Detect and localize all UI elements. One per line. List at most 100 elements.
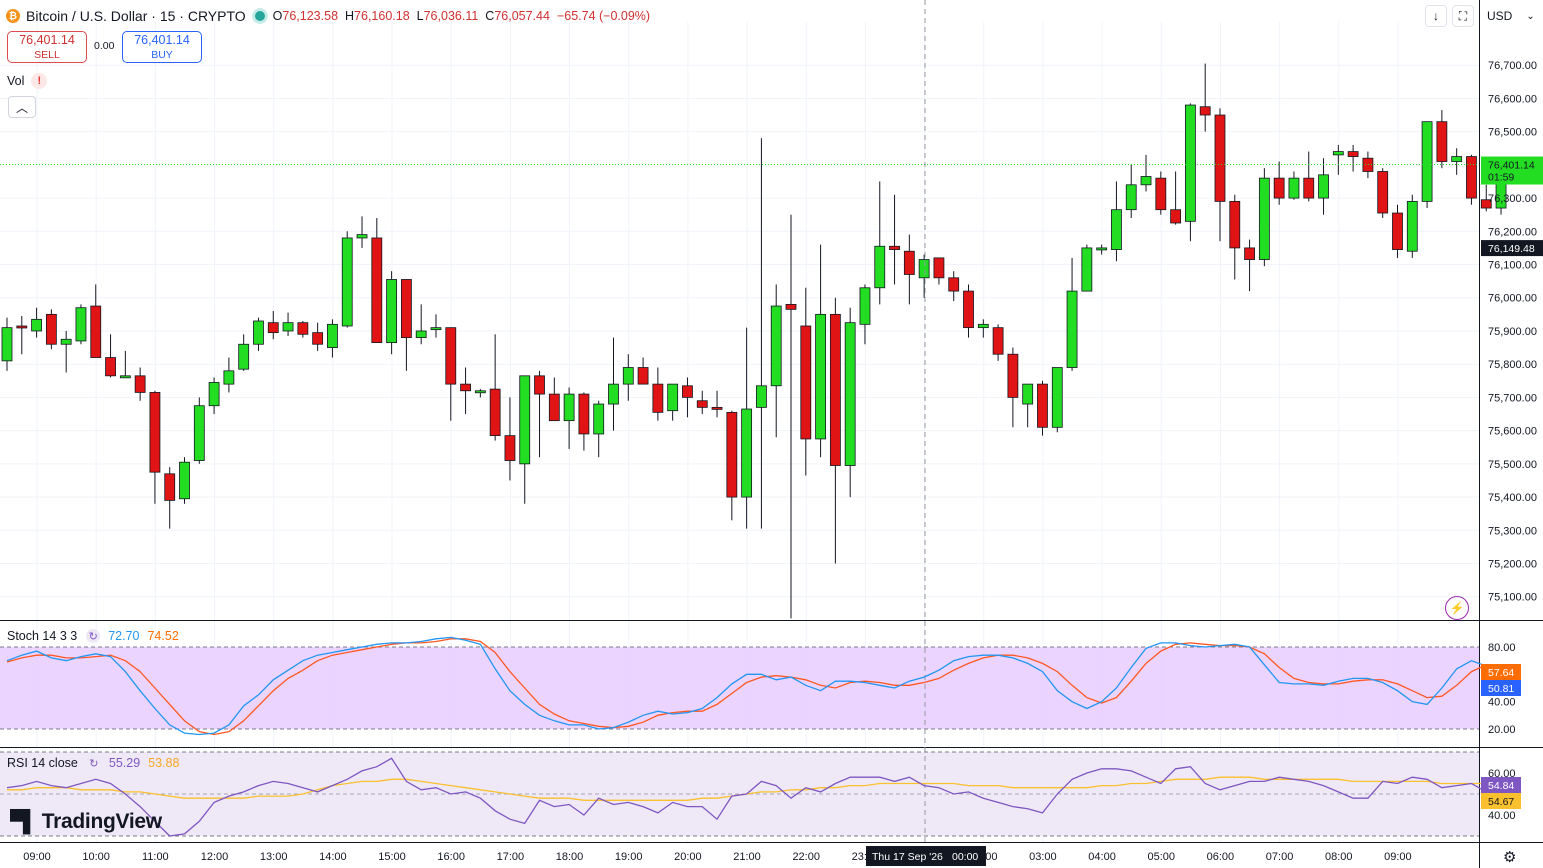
refresh-icon[interactable]: ↻ [86, 629, 101, 643]
rsi-legend[interactable]: RSI 14 close ↻ 55.29 53.88 [7, 756, 179, 770]
symbol-title[interactable]: Bitcoin / U.S. Dollar · 15 · CRYPTO [26, 8, 246, 24]
candle-body [1140, 176, 1152, 186]
volume-label: Vol [7, 74, 25, 88]
candle-body [622, 367, 634, 385]
candle-body [785, 303, 797, 310]
candle-body [1, 327, 13, 362]
crosshair-date-label: Thu 17 Sep '26 [872, 851, 943, 863]
candle-body [282, 322, 294, 332]
stoch-tick-label: 40.00 [1488, 697, 1516, 709]
candle-body [948, 277, 960, 292]
candle-body [1273, 177, 1285, 199]
sell-price: 76,401.14 [19, 33, 75, 47]
candle-body [1288, 177, 1300, 199]
time-tick-label: 21:00 [733, 851, 761, 863]
chevron-down-icon: ⌄ [1526, 10, 1535, 22]
candle-body [1436, 121, 1448, 162]
candle-body [519, 375, 531, 465]
candle-body [756, 385, 767, 408]
spread-value: 0.00 [94, 40, 115, 52]
stoch-d-line [6, 638, 1517, 736]
candle-body [815, 313, 826, 440]
market-status-icon[interactable] [254, 11, 265, 21]
time-tick-label: 05:00 [1147, 851, 1175, 863]
candle-body [415, 330, 427, 339]
time-tick-label: 09:00 [1384, 851, 1412, 863]
rsi-ma-axis-label: 54.67 [1488, 796, 1514, 808]
candle-body [859, 287, 871, 325]
candle-body [696, 400, 708, 408]
candle-body [193, 405, 205, 461]
candle-body [977, 323, 989, 329]
stoch-legend[interactable]: Stoch 14 3 3 ↻ 72.70 74.52 [7, 629, 179, 643]
stoch-k-axis-label: 50.81 [1488, 683, 1514, 695]
stoch-tick-label: 80.00 [1488, 642, 1516, 654]
rsi-axis-label: 54.84 [1488, 780, 1514, 792]
buy-price: 76,401.14 [134, 33, 190, 47]
time-tick-label: 18:00 [556, 851, 584, 863]
high-value: 76,160.18 [354, 9, 410, 23]
crosshair-time-label: 00:00 [952, 851, 978, 863]
download-button[interactable]: ↓ [1425, 5, 1447, 27]
candle-body [1155, 177, 1167, 211]
price-tick-label: 76,600.00 [1488, 93, 1537, 105]
fullscreen-button[interactable]: ⛶ [1452, 5, 1474, 27]
candle-body [637, 367, 649, 385]
chevron-up-icon: ︿ [15, 100, 28, 115]
open-value: 76,123.58 [282, 9, 339, 23]
time-tick-label: 14:00 [319, 851, 347, 863]
candle-body [1037, 383, 1048, 428]
candle-body [1258, 177, 1270, 260]
candle-body [312, 332, 324, 345]
rsi-band [0, 752, 1479, 836]
refresh-icon[interactable]: ↻ [86, 756, 101, 770]
currency-label: USD [1487, 9, 1513, 23]
candle-body [16, 325, 28, 329]
candle-body [1214, 114, 1226, 202]
candle-body [1125, 184, 1137, 211]
candle-body [1377, 171, 1389, 214]
stoch-d-value: 74.52 [147, 629, 179, 643]
price-tick-label: 75,100.00 [1488, 592, 1537, 604]
warning-icon[interactable]: ! [31, 73, 48, 89]
time-tick-label: 11:00 [142, 851, 169, 863]
buy-label: BUY [151, 49, 173, 61]
time-tick-label: 13:00 [260, 851, 288, 863]
settings-gear-icon[interactable]: ⚙ [1503, 849, 1517, 866]
magic-icon[interactable]: ⚡ [1445, 596, 1469, 620]
candle-body [844, 322, 856, 466]
candle-body [223, 370, 235, 385]
candle-body [667, 383, 679, 412]
candle-body [208, 382, 220, 407]
volume-indicator[interactable]: Vol ! [7, 73, 48, 89]
candle-body [105, 357, 116, 377]
candle-body [460, 383, 471, 392]
stoch-k-line [6, 636, 1517, 736]
candle-body [889, 245, 900, 250]
price-tick-label: 76,500.00 [1488, 127, 1537, 139]
price-tick-label: 76,300.00 [1488, 193, 1537, 205]
time-tick-label: 12:00 [201, 851, 229, 863]
stoch-k-axis-label-box [1481, 680, 1521, 696]
symbol-header[interactable]: ₿ Bitcoin / U.S. Dollar · 15 · CRYPTO O7… [6, 6, 657, 26]
candle-body [1347, 151, 1359, 157]
collapse-legend-button[interactable]: ︿ [8, 96, 36, 118]
candle-body [341, 237, 353, 327]
candle-body [1392, 212, 1403, 250]
candle-body [1229, 200, 1241, 249]
candle-body [1480, 199, 1492, 209]
candle-body [578, 393, 590, 435]
current-price-label: 76,401.14 [1488, 160, 1535, 172]
time-tick-label: 15:00 [378, 851, 406, 863]
tradingview-logo[interactable]: ▀▌ TradingView [10, 810, 162, 834]
buy-button[interactable]: 76,401.14 BUY [122, 31, 202, 63]
rsi-ma-value: 53.88 [148, 756, 180, 770]
crosshair-price-label: 76,149.48 [1488, 243, 1535, 255]
candle-body [652, 383, 664, 413]
sell-button[interactable]: 76,401.14 SELL [7, 31, 87, 63]
time-tick-label: 19:00 [615, 851, 643, 863]
candle-body [31, 318, 42, 332]
rsi-tick-label: 40.00 [1488, 810, 1516, 822]
currency-selector[interactable]: USD ⌄ [1481, 4, 1543, 28]
